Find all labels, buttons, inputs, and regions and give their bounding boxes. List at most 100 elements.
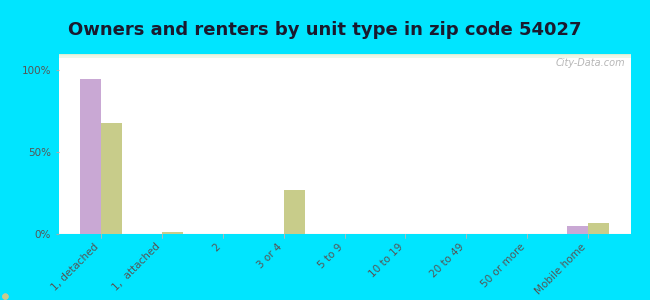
Bar [58,56,630,58]
Bar [58,55,630,57]
Bar [58,54,630,56]
Bar [58,55,630,57]
Bar [58,55,630,56]
Bar [58,55,630,56]
Bar [58,56,630,58]
Bar [58,55,630,57]
Bar [58,54,630,56]
Bar [162,232,183,234]
Bar [58,56,630,57]
Bar [58,56,630,57]
Bar [58,54,630,56]
Bar [58,55,630,57]
Bar [58,54,630,56]
Bar [58,54,630,56]
Bar [58,55,630,56]
Bar [58,55,630,56]
Bar [58,55,630,57]
Bar [58,54,630,56]
Bar [58,55,630,56]
Bar [58,55,630,56]
Bar [58,54,630,56]
Bar [58,55,630,57]
Bar [58,56,630,57]
Bar [58,56,630,57]
Bar [58,56,630,58]
Bar [58,56,630,57]
Bar [80,79,101,234]
Bar [283,190,305,234]
Bar [58,55,630,57]
Bar [101,123,122,234]
Bar [58,55,630,56]
Bar [58,56,630,57]
Bar [58,54,630,56]
Bar [58,55,630,56]
Bar [58,55,630,56]
Bar [58,54,630,56]
Bar [58,56,630,57]
Bar [58,55,630,57]
Bar [588,223,609,234]
Bar [58,55,630,57]
Bar [58,55,630,57]
Bar [58,55,630,57]
Bar [58,55,630,57]
Bar [58,55,630,57]
Bar [58,54,630,56]
Bar [58,56,630,57]
Bar [58,55,630,56]
Bar [58,55,630,57]
Bar [58,54,630,56]
Bar [58,55,630,57]
Bar [58,55,630,57]
Bar [58,54,630,56]
Bar [58,55,630,57]
Bar [58,54,630,56]
Bar [58,56,630,57]
Bar [58,54,630,56]
Bar [58,55,630,57]
Bar [58,54,630,56]
Bar [58,55,630,57]
Bar [58,56,630,58]
Bar [58,56,630,57]
Bar [58,55,630,56]
Text: Owners and renters by unit type in zip code 54027: Owners and renters by unit type in zip c… [68,21,582,39]
Bar [58,55,630,57]
Bar [58,55,630,57]
Bar [58,54,630,56]
Bar [58,56,630,58]
Bar [58,56,630,57]
Bar [58,55,630,56]
Bar [58,55,630,57]
Bar [58,55,630,56]
Bar [58,54,630,56]
Bar [58,54,630,56]
Bar [58,55,630,57]
Bar [58,55,630,57]
Text: City-Data.com: City-Data.com [555,58,625,68]
Bar [58,56,630,57]
Bar [58,56,630,58]
Bar [58,55,630,57]
Bar [58,54,630,56]
Bar [58,55,630,57]
Bar [58,54,630,56]
Bar [58,54,630,56]
Bar [567,226,588,234]
Bar [58,55,630,56]
Bar [58,55,630,57]
Bar [58,56,630,57]
Bar [58,55,630,57]
Bar [58,55,630,56]
Bar [58,55,630,57]
Bar [58,55,630,57]
Bar [58,54,630,56]
Bar [58,56,630,57]
Bar [58,55,630,56]
Bar [58,56,630,57]
Bar [58,56,630,57]
Bar [58,56,630,58]
Bar [58,55,630,57]
